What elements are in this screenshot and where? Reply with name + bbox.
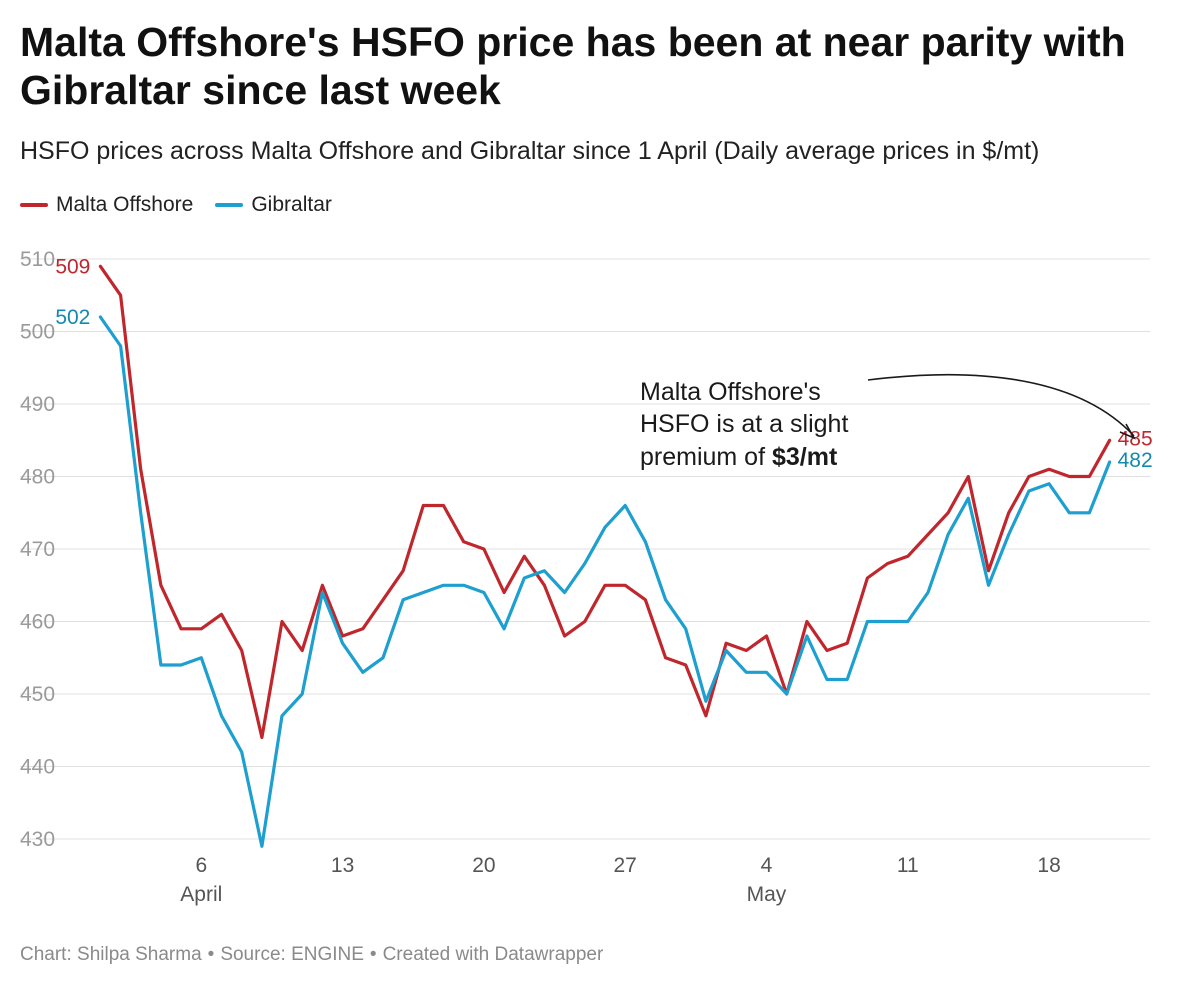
y-axis-ticks: 430 440 450 460 470 480 490 500 510 <box>20 248 55 851</box>
series-line-malta-offshore <box>98 264 1112 740</box>
x-tick-label: 4 <box>761 854 773 877</box>
annotation-line-1: Malta Offshore's <box>640 378 821 406</box>
y-tick-label: 450 <box>20 683 55 706</box>
series-lines <box>98 264 1112 848</box>
x-tick-label: 13 <box>331 854 354 877</box>
series-line-gibraltar <box>98 315 1112 848</box>
legend-label-gibraltar: Gibraltar <box>251 193 332 216</box>
start-value-label: 502 <box>55 306 90 329</box>
footer-created: Created with Datawrapper <box>382 944 604 965</box>
x-tick-label: 6 <box>195 854 207 877</box>
legend-label-malta: Malta Offshore <box>56 193 194 216</box>
y-tick-label: 460 <box>20 611 55 634</box>
y-tick-label: 440 <box>20 756 55 779</box>
x-month-label: May <box>747 883 787 906</box>
annotation: Malta Offshore's HSFO is at a slight pre… <box>640 373 1136 471</box>
y-tick-label: 510 <box>20 248 55 271</box>
y-tick-label: 430 <box>20 828 55 851</box>
chart-title: Malta Offshore's HSFO price has been at … <box>20 19 1126 113</box>
annotation-bold: $3/mt <box>772 443 838 471</box>
x-month-label: April <box>180 883 222 906</box>
legend-swatch-gibraltar <box>215 203 244 207</box>
legend-swatch-malta <box>20 203 48 207</box>
legend-item-malta: Malta Offshore <box>20 193 193 217</box>
footer: Chart: Shilpa Sharma • Source: ENGINE • Crea… <box>20 944 603 966</box>
x-tick-label: 11 <box>897 854 919 877</box>
legend: Malta Offshore Gibraltar <box>20 193 354 217</box>
annotation-prefix: premium of <box>640 443 772 471</box>
footer-source: Source: ENGINE <box>220 944 364 965</box>
footer-chart-by: Chart: Shilpa Sharma <box>20 944 202 965</box>
chart-subtitle: HSFO prices across Malta Offshore and Gi… <box>20 137 1040 165</box>
annotation-arrow <box>867 373 1135 437</box>
footer-separator: • <box>207 944 215 965</box>
y-tick-label: 490 <box>20 393 55 416</box>
footer-separator: • <box>369 944 377 965</box>
y-tick-label: 480 <box>20 466 55 489</box>
annotation-arrowhead <box>1119 423 1136 440</box>
annotation-line-2: HSFO is at a slight <box>640 410 848 438</box>
x-tick-label: 27 <box>614 854 637 877</box>
y-tick-label: 500 <box>20 321 55 344</box>
x-axis-ticks: 6 April 13 20 27 4 May 11 18 <box>180 854 1060 906</box>
legend-item-gibraltar: Gibraltar <box>215 193 332 217</box>
y-tick-label: 470 <box>20 538 55 561</box>
annotation-line-3: premium of $3/mt <box>640 443 838 471</box>
x-tick-label: 20 <box>472 854 495 877</box>
end-value-label: 482 <box>1118 449 1153 472</box>
start-value-label: 509 <box>55 255 90 278</box>
x-tick-label: 18 <box>1037 854 1060 877</box>
